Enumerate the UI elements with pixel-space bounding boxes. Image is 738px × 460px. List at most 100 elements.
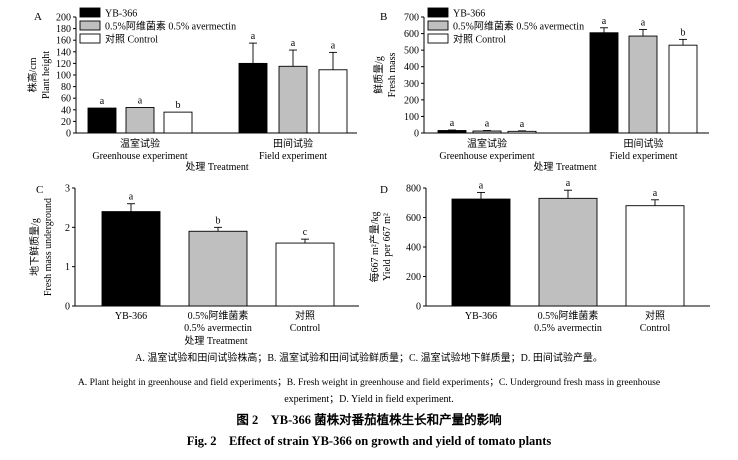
panel-b-legend-swatch xyxy=(427,33,449,44)
panel-a-s2-g1-sig-letter: a xyxy=(331,40,336,51)
panel-a-y-tick-label: 120 xyxy=(56,59,71,70)
panel-c-cat0-sig-letter: a xyxy=(129,192,134,203)
panel-c-ylabel-cn: 地下鲜质量/g xyxy=(28,218,41,276)
panel-b-y-tick-label: 400 xyxy=(404,62,419,73)
panel-d-ylabel-en: Yield per 667 m² xyxy=(382,213,393,281)
panel-a-y-tick-label: 40 xyxy=(61,105,71,116)
panel-d-category-label: 对照 xyxy=(645,309,665,322)
panel-a-legend-swatch xyxy=(79,20,101,31)
panel-a-s1-g1-bar xyxy=(278,65,308,134)
panel-b-s1-g1-sig-letter: a xyxy=(641,17,646,28)
panel-b-group-label-cn: 田间试验 xyxy=(624,137,664,150)
panel-d-y-tick-label: 0 xyxy=(416,302,421,313)
panel-a-legend-label: 对照 Control xyxy=(105,33,158,46)
panel-a-s0-g0-bar xyxy=(87,107,117,134)
panel-b-s2-g1-bar xyxy=(668,44,698,134)
panel-a-y-tick-label: 160 xyxy=(56,36,71,47)
caption-title-en: Fig. 2 Effect of strain YB-366 on growth… xyxy=(186,434,552,448)
panel-b-legend-label: YB-366 xyxy=(453,9,485,20)
panel-a-y-tick-label: 60 xyxy=(61,94,71,105)
panel-a-ylabel-en: Plant height xyxy=(41,51,52,99)
panel-c-cat2-bar xyxy=(275,242,335,307)
panel-c-category-label: 0.5%阿维菌素 xyxy=(188,309,249,322)
panel-c-category-label-en: 0.5% avermectin xyxy=(184,323,252,334)
caption-legend-en-2: experiment；D. Yield in field experiment. xyxy=(284,394,454,405)
panel-a-legend-label: YB-366 xyxy=(105,9,137,20)
panel-a-group-label-en: Greenhouse experiment xyxy=(92,151,187,162)
panel-a-y-tick-label: 0 xyxy=(66,129,71,140)
panel-d-category-label-en: 0.5% avermectin xyxy=(534,323,602,334)
panel-b-letter: B xyxy=(380,11,387,23)
panel-b-legend-label: 对照 Control xyxy=(453,33,506,46)
panel-b-s1-g1-bar xyxy=(628,35,658,134)
panel-b-s0-g0-sig-letter: a xyxy=(450,118,455,129)
panel-d-y-tick-label: 800 xyxy=(406,184,421,195)
panel-a-y-tick-label: 100 xyxy=(56,71,71,82)
panel-d-cat0-bar xyxy=(451,198,511,307)
panel-a-s2-g1-bar xyxy=(318,69,348,134)
panel-a-y-tick-label: 180 xyxy=(56,24,71,35)
panel-a-letter: A xyxy=(34,11,42,23)
panel-b-group-label-en: Field experiment xyxy=(609,151,677,162)
panel-d-y-tick-label: 200 xyxy=(406,272,421,283)
panel-a-y-tick-label: 140 xyxy=(56,47,71,58)
panel-a-group-label-cn: 田间试验 xyxy=(273,137,313,150)
panel-d-letter: D xyxy=(380,184,388,196)
panel-b-y-tick-label: 200 xyxy=(404,95,419,106)
panel-d-cat1-sig-letter: a xyxy=(566,178,571,189)
panel-c-category-label: YB-366 xyxy=(115,311,147,322)
panel-b-y-tick-label: 500 xyxy=(404,46,419,57)
panel-b-y-tick-label: 100 xyxy=(404,112,419,123)
panel-d-category-label-en: Control xyxy=(640,323,671,334)
panel-d-y-tick-label: 400 xyxy=(406,243,421,254)
panel-a-y-tick-label: 200 xyxy=(56,13,71,24)
panel-c-y-tick-label: 2 xyxy=(65,223,70,234)
panel-d-y-tick-label: 600 xyxy=(406,213,421,224)
panel-a-legend-swatch xyxy=(79,33,101,44)
panel-b-s0-g0-bar xyxy=(437,130,467,134)
panel-a-xlabel: 处理 Treatment xyxy=(185,161,248,173)
panel-b-legend-swatch xyxy=(427,20,449,31)
panel-b-s0-g1-bar xyxy=(589,32,619,134)
panel-d-cat2-sig-letter: a xyxy=(653,188,658,199)
panel-b-s2-g1-sig-letter: b xyxy=(681,27,686,38)
panel-b-legend-label: 0.5%阿维菌素 0.5% avermectin xyxy=(453,20,584,33)
caption-legend-en-1: A. Plant height in greenhouse and field … xyxy=(77,377,661,388)
panel-c-y-tick-label: 0 xyxy=(65,302,70,313)
panel-b-s1-g0-bar xyxy=(472,130,502,134)
panel-a-group-label-cn: 温室试验 xyxy=(120,137,160,150)
panel-b-s1-g0-sig-letter: a xyxy=(485,119,490,130)
panel-b-legend-swatch xyxy=(427,7,449,18)
caption-title-cn: 图 2 YB-366 菌株对番茄植株生长和产量的影响 xyxy=(236,413,502,427)
panel-c-category-label-en: Control xyxy=(290,323,321,334)
panel-c-cat1-bar xyxy=(188,230,248,307)
panel-c-letter: C xyxy=(36,184,43,196)
panel-a-s0-g1-bar xyxy=(238,62,268,134)
panel-b-ylabel-cn: 鲜质量/g xyxy=(372,56,385,94)
panel-d-category-label: 0.5%阿维菌素 xyxy=(538,309,599,322)
panel-b-xlabel: 处理 Treatment xyxy=(533,161,596,173)
panel-a-s2-g0-bar xyxy=(163,111,193,134)
panel-a-s1-g1-sig-letter: a xyxy=(291,38,296,49)
panel-c-y-tick-label: 3 xyxy=(65,184,70,195)
panel-c-ylabel-en: Fresh mass underground xyxy=(43,198,54,296)
panel-b-s0-g1-sig-letter: a xyxy=(602,16,607,27)
panel-b-y-tick-label: 300 xyxy=(404,79,419,90)
panel-a-legend-swatch xyxy=(79,7,101,18)
panel-d-cat1-bar xyxy=(538,197,598,307)
panel-b-group-label-cn: 温室试验 xyxy=(467,137,507,150)
panel-b-y-tick-label: 700 xyxy=(404,13,419,24)
panel-a-s1-g0-sig-letter: a xyxy=(138,95,143,106)
panel-a-s1-g0-bar xyxy=(125,107,155,134)
caption-legend-cn: A. 温室试验和田间试验株高；B. 温室试验和田间试验鲜质量；C. 温室试验地下… xyxy=(135,353,603,364)
panel-b-s2-g0-bar xyxy=(507,130,537,134)
panel-a-y-tick-label: 80 xyxy=(61,82,71,93)
panel-a-group-label-en: Field experiment xyxy=(259,151,327,162)
panel-a-ylabel-cn: 株高/cm xyxy=(26,57,39,92)
panel-c-category-label: 对照 xyxy=(295,309,315,322)
panel-c-cat2-sig-letter: c xyxy=(303,227,308,238)
panel-a-s0-g0-sig-letter: a xyxy=(100,96,105,107)
panel-d-cat0-sig-letter: a xyxy=(479,180,484,191)
panel-b-s2-g0-sig-letter: a xyxy=(520,119,525,130)
